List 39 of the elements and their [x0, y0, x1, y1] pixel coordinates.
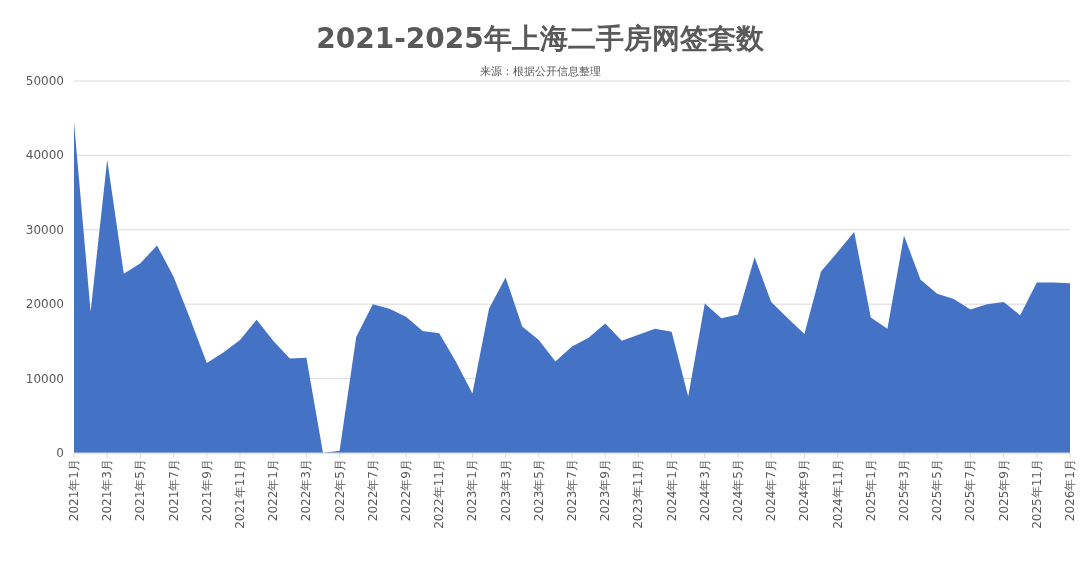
x-tick-label: 2021年1月 — [67, 459, 81, 522]
chart-title: 2021-2025年上海二手房网签套数 — [316, 22, 765, 55]
x-tick-label: 2024年11月 — [830, 459, 845, 529]
x-tick-label: 2021年7月 — [166, 459, 181, 522]
x-tick-label: 2023年7月 — [565, 459, 579, 522]
y-tick-label: 0 — [56, 446, 64, 460]
x-tick-label: 2025年5月 — [930, 459, 945, 522]
x-tick-label: 2024年5月 — [731, 459, 745, 522]
x-tick-label: 2023年3月 — [498, 459, 513, 522]
x-tick-label: 2024年1月 — [664, 459, 679, 522]
x-tick-label: 2022年5月 — [332, 459, 347, 522]
x-tick-label: 2026年1月 — [1063, 459, 1077, 522]
x-tick-label: 2022年7月 — [365, 459, 380, 522]
x-tick-label: 2024年7月 — [764, 459, 779, 522]
x-tick-label: 2023年5月 — [531, 459, 546, 522]
x-tick-label: 2021年5月 — [133, 459, 148, 522]
x-tick-label: 2023年9月 — [598, 459, 613, 522]
x-tick-label: 2022年1月 — [266, 459, 281, 522]
x-tick-label: 2022年9月 — [399, 459, 413, 522]
y-tick-label: 20000 — [25, 297, 64, 312]
x-tick-label: 2024年9月 — [797, 459, 812, 522]
x-tick-label: 2025年7月 — [963, 459, 978, 522]
x-tick-label: 2023年1月 — [465, 459, 480, 522]
x-tick-label: 2025年3月 — [897, 459, 911, 522]
y-tick-label: 30000 — [25, 222, 64, 237]
x-tick-label: 2024年3月 — [697, 459, 712, 522]
x-tick-label: 2022年3月 — [299, 459, 314, 522]
y-tick-label: 10000 — [25, 371, 64, 386]
x-tick-label: 2021年9月 — [199, 459, 214, 522]
y-tick-label: 50000 — [25, 74, 64, 88]
x-tick-label: 2025年1月 — [863, 459, 878, 522]
x-tick-label: 2022年11月 — [432, 459, 447, 529]
x-tick-label: 2025年9月 — [996, 459, 1011, 522]
x-tick-label: 2021年11月 — [233, 459, 247, 529]
x-tick-label: 2023年11月 — [631, 459, 646, 529]
x-tick-label: 2025年11月 — [1029, 459, 1044, 529]
chart-subtitle: 来源：根据公开信息整理 — [479, 65, 601, 78]
x-tick-label: 2021年3月 — [100, 459, 115, 522]
y-tick-label: 40000 — [25, 148, 64, 163]
